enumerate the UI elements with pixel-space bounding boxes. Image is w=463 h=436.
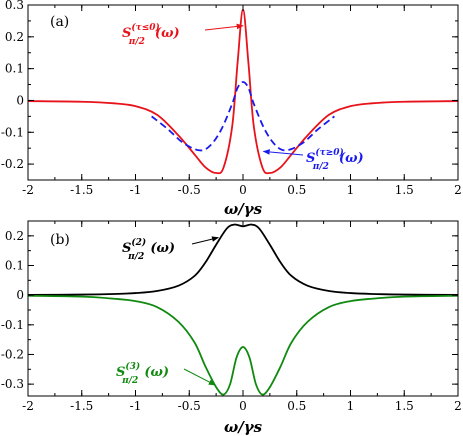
panel-b-ytick-label: 0.2 — [5, 229, 24, 243]
panel-a-ytick-label: -0.1 — [1, 125, 24, 139]
svg-text:S(3)π/2(ω): S(3) π/2 (ω) — [116, 361, 169, 386]
svg-text:S(τ≤0)π/2(ω): S(τ≤0) π/2 (ω) — [122, 22, 180, 47]
panel-a-xtick-label: -2 — [22, 183, 34, 197]
panel-a-series-1 — [151, 81, 335, 152]
anno-black-arg: (ω) — [150, 241, 175, 256]
panel-a-ytick-label: 0.2 — [5, 30, 24, 44]
anno-green-sub: π/2 — [121, 376, 138, 386]
panel-b-xtick-label: 1 — [347, 399, 355, 413]
panel-a-xtick-label: 0 — [239, 183, 247, 197]
panel-a-frame — [27, 4, 459, 181]
panel-b-xtick-label: 0.5 — [287, 399, 306, 413]
anno-green-arg: (ω) — [144, 365, 169, 380]
panel-b-xtick-label: -1 — [130, 399, 142, 413]
panel-b-xtick-label: -0.5 — [178, 399, 201, 413]
anno-red-base: S — [122, 26, 131, 41]
anno-blue-arg: (ω) — [339, 151, 364, 166]
anno-black-sub: π/2 — [127, 252, 144, 262]
anno-blue-sup: (τ≥0) — [315, 147, 343, 158]
panel-a-annotation-red: S(τ≤0) π/2 (ω) — [122, 22, 244, 47]
anno-black-arrow — [191, 236, 219, 245]
panel-a-xtick-label: 1 — [347, 183, 355, 197]
panel-b-xtick-label: 0 — [239, 399, 247, 413]
panel-a-ticks: -2 -1.5 -1 -0.5 0 0.5 1 1.5 2 0.3 0.2 0.1 0 -0.1 -0.2 — [1, 0, 462, 197]
panel-b-ytick-label: 0 — [16, 288, 24, 302]
panel-a-ytick-label: 0 — [16, 93, 24, 107]
anno-red-sup: (τ≤0) — [131, 22, 159, 33]
svg-text:S(2)π/2(ω): S(2) π/2 (ω) — [122, 237, 175, 262]
svg-text:S(τ≥0)π/2(ω): S(τ≥0) π/2 (ω) — [306, 147, 364, 172]
panel-b-series-0 — [28, 223, 458, 296]
panel-b-label: (b) — [50, 232, 70, 248]
panel-a-xtick-label: 2 — [454, 183, 462, 197]
anno-red-arg: (ω) — [155, 26, 180, 41]
panel-a-xtick-label: 0.5 — [287, 183, 306, 197]
anno-black-base: S — [122, 241, 131, 256]
anno-blue-base: S — [306, 151, 315, 166]
panel-a-xtick-label: 1.5 — [395, 183, 414, 197]
panel-b-ytick-label: 0.1 — [5, 258, 24, 272]
panel-a-ytick-label: 0.1 — [5, 62, 24, 76]
anno-red-sub: π/2 — [128, 37, 145, 47]
anno-black-sup: (2) — [131, 237, 146, 248]
anno-green-arrow — [183, 368, 216, 386]
anno-green-base: S — [116, 365, 125, 380]
panel-a-label: (a) — [50, 14, 69, 30]
panel-a-series-0 — [28, 8, 458, 175]
panel-b-xtick-label: 1.5 — [395, 399, 414, 413]
panel-b: -2 -1.5 -1 -0.5 0 0.5 1 1.5 2 0.2 0.1 0 -0.1 -0.2 -0.3… — [1, 220, 462, 436]
panel-b-xtick-label: -2 — [22, 399, 34, 413]
panel-a-series-layer — [28, 8, 458, 175]
panel-b-annotation-green: S(3) π/2 (ω) — [116, 361, 216, 386]
panel-a: -2 -1.5 -1 -0.5 0 0.5 1 1.5 20.30.20.10-0.1-0.2 … — [1, 0, 462, 218]
panel-a-xtick-label: -1 — [130, 183, 142, 197]
anno-blue-sub: π/2 — [312, 162, 329, 172]
panel-b-ytick-label: -0.1 — [1, 318, 24, 332]
anno-red-arrow — [204, 23, 244, 31]
panel-a-ytick-label: 0.3 — [5, 0, 24, 12]
panel-b-xtick-label: 2 — [454, 399, 462, 413]
panel-a-xtick-label: -1.5 — [70, 183, 93, 197]
panel-b-xtick-label: -1.5 — [70, 399, 93, 413]
panel-a-ytick-label: -0.2 — [1, 157, 24, 171]
panel-a-xtick-label: -0.5 — [178, 183, 201, 197]
anno-blue-arrow — [262, 149, 304, 156]
panel-b-ticks: -2 -1.5 -1 -0.5 0 0.5 1 1.5 2 0.2 0.1 0 -0.1 -0.2 -0.3 — [1, 220, 462, 413]
anno-green-sup: (3) — [125, 361, 140, 372]
panel-b-annotation-black: S(2) π/2 (ω) — [122, 236, 219, 262]
panel-b-ytick-label: -0.3 — [1, 377, 24, 391]
panel-b-series-1 — [28, 294, 458, 396]
panel-a-xlabel: ω/γs — [224, 200, 263, 218]
panel-b-ytick-label: -0.2 — [1, 347, 24, 361]
panel-b-xlabel: ω/γs — [224, 418, 263, 436]
panel-b-series-layer — [28, 223, 458, 396]
panel-b-frame — [27, 220, 459, 397]
panel-a-annotation-blue: S(τ≥0) π/2 (ω) — [262, 147, 364, 172]
